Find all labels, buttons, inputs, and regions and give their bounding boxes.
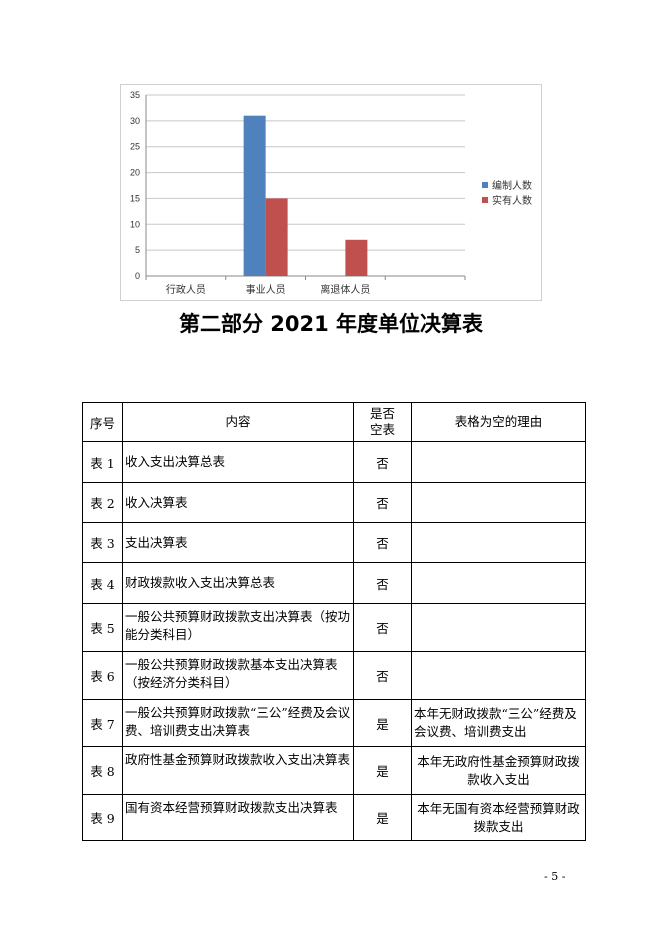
row-is-empty: 否 <box>353 562 412 604</box>
table-row: 表 2 收入决算表否 <box>82 482 586 523</box>
row-number: 表 6 <box>82 651 123 700</box>
row-reason: 本年无政府性基金预算财政拨款收入支出 <box>411 746 586 795</box>
bar-authorized <box>243 115 266 276</box>
bar-actual <box>345 239 368 276</box>
table-row: 表 3 支出决算表否 <box>82 522 586 563</box>
y-tick-label: 5 <box>135 245 140 255</box>
report-table: 序号 内容 是否空表 表格为空的理由 表 1 收入支出决算总表否表 2 收入决算表否… <box>82 402 586 841</box>
row-content: 一般公共预算财政拨款“三公”经费及会议费、培训费支出决算表 <box>122 699 354 747</box>
x-category-label: 离退体人员 <box>320 283 370 296</box>
row-is-empty: 是 <box>353 699 412 747</box>
header-content: 内容 <box>122 402 354 442</box>
row-reason <box>411 562 586 604</box>
row-is-empty: 否 <box>353 603 412 652</box>
row-is-empty: 是 <box>353 746 412 795</box>
row-reason: 本年无国有资本经营预算财政拨款支出 <box>411 794 586 841</box>
row-number: 表 5 <box>82 603 123 652</box>
header-reason: 表格为空的理由 <box>411 402 586 442</box>
page-number: - 5 - <box>544 870 566 883</box>
row-reason: 本年无财政拨款“三公”经费及会议费、培训费支出 <box>411 699 586 747</box>
y-tick-label: 10 <box>130 219 140 229</box>
staff-bar-chart: 0 5 10 15 20 25 30 35 行政人员 事业人员 离退体人员 编制人数实有人数 <box>120 84 542 301</box>
row-content: 收入决算表 <box>122 482 354 523</box>
y-tick-label: 35 <box>130 90 140 100</box>
row-number: 表 2 <box>82 482 123 523</box>
row-is-empty: 是 <box>353 794 412 841</box>
x-category-label: 事业人员 <box>246 283 286 296</box>
row-reason <box>411 482 586 523</box>
y-tick-label: 0 <box>135 271 140 281</box>
row-reason <box>411 522 586 563</box>
legend-label: 编制人数 <box>492 179 532 192</box>
row-number: 表 7 <box>82 699 123 747</box>
table-row: 表 5 一般公共预算财政拨款支出决算表（按功能分类科目）否 <box>82 603 586 652</box>
table-row: 表 6 一般公共预算财政拨款基本支出决算表（按经济分类科目）否 <box>82 651 586 700</box>
row-content: 国有资本经营预算财政拨款支出决算表 <box>122 794 354 841</box>
row-content: 财政拨款收入支出决算总表 <box>122 562 354 604</box>
y-tick-label: 20 <box>130 168 140 178</box>
table-header-row: 序号 内容 是否空表 表格为空的理由 <box>82 402 586 442</box>
row-is-empty: 否 <box>353 651 412 700</box>
legend-swatch <box>482 197 488 203</box>
legend-swatch <box>482 182 488 188</box>
table-row: 表 8 政府性基金预算财政拨款收入支出决算表是本年无政府性基金预算财政拨款收入支出 <box>82 746 586 795</box>
y-tick-label: 30 <box>130 116 140 126</box>
header-no: 序号 <box>82 402 123 442</box>
x-category-label: 行政人员 <box>166 283 206 296</box>
y-tick-label: 25 <box>130 142 140 152</box>
row-number: 表 4 <box>82 562 123 604</box>
row-content: 政府性基金预算财政拨款收入支出决算表 <box>122 746 354 795</box>
legend-label: 实有人数 <box>492 194 532 207</box>
table-row: 表 4 财政拨款收入支出决算总表否 <box>82 562 586 604</box>
row-is-empty: 否 <box>353 522 412 563</box>
row-reason <box>411 651 586 700</box>
row-content: 收入支出决算总表 <box>122 441 354 483</box>
row-number: 表 9 <box>82 794 123 841</box>
row-is-empty: 否 <box>353 482 412 523</box>
bar-actual <box>265 198 288 276</box>
section-title: 第二部分 2021 年度单位决算表 <box>178 312 484 336</box>
row-reason <box>411 441 586 483</box>
row-number: 表 3 <box>82 522 123 563</box>
row-is-empty: 否 <box>353 441 412 483</box>
row-content: 一般公共预算财政拨款支出决算表（按功能分类科目） <box>122 603 354 652</box>
row-content: 支出决算表 <box>122 522 354 563</box>
row-content: 一般公共预算财政拨款基本支出决算表（按经济分类科目） <box>122 651 354 700</box>
row-number: 表 1 <box>82 441 123 483</box>
table-row: 表 7 一般公共预算财政拨款“三公”经费及会议费、培训费支出决算表是本年无财政拨款… <box>82 699 586 747</box>
table-row: 表 9 国有资本经营预算财政拨款支出决算表是本年无国有资本经营预算财政拨款支出 <box>82 794 586 841</box>
row-reason <box>411 603 586 652</box>
header-empty: 是否空表 <box>353 402 412 442</box>
row-number: 表 8 <box>82 746 123 795</box>
y-tick-label: 15 <box>130 193 140 203</box>
table-row: 表 1 收入支出决算总表否 <box>82 441 586 483</box>
